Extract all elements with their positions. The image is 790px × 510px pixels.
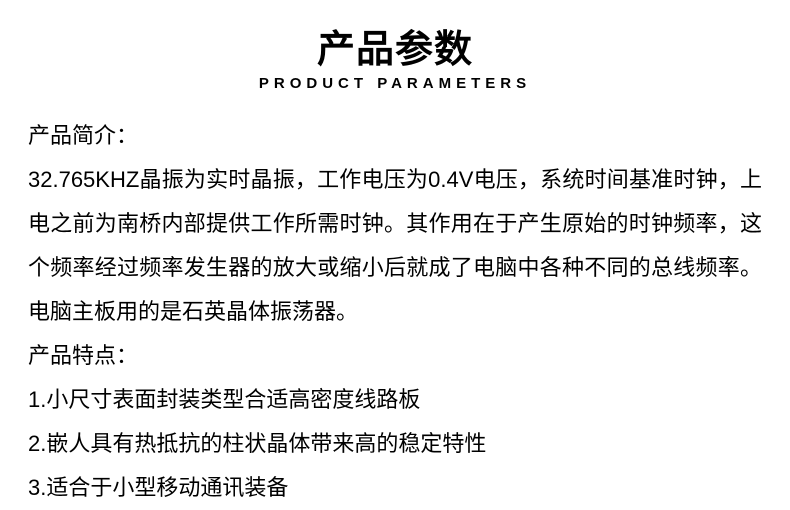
feature-item: 3.适合于小型移动通讯装备 bbox=[28, 466, 762, 510]
intro-label: 产品简介： bbox=[28, 114, 762, 158]
features-label: 产品特点： bbox=[28, 334, 762, 378]
intro-body: 32.765KHZ晶振为实时晶振，工作电压为0.4V电压，系统时间基准时钟，上电… bbox=[28, 158, 762, 334]
title-chinese: 产品参数 bbox=[28, 18, 762, 73]
feature-item: 2.嵌人具有热抵抗的柱状晶体带来高的稳定特性 bbox=[28, 422, 762, 466]
feature-item: 1.小尺寸表面封装类型合适高密度线路板 bbox=[28, 378, 762, 422]
title-english: PRODUCT PARAMETERS bbox=[28, 75, 762, 92]
